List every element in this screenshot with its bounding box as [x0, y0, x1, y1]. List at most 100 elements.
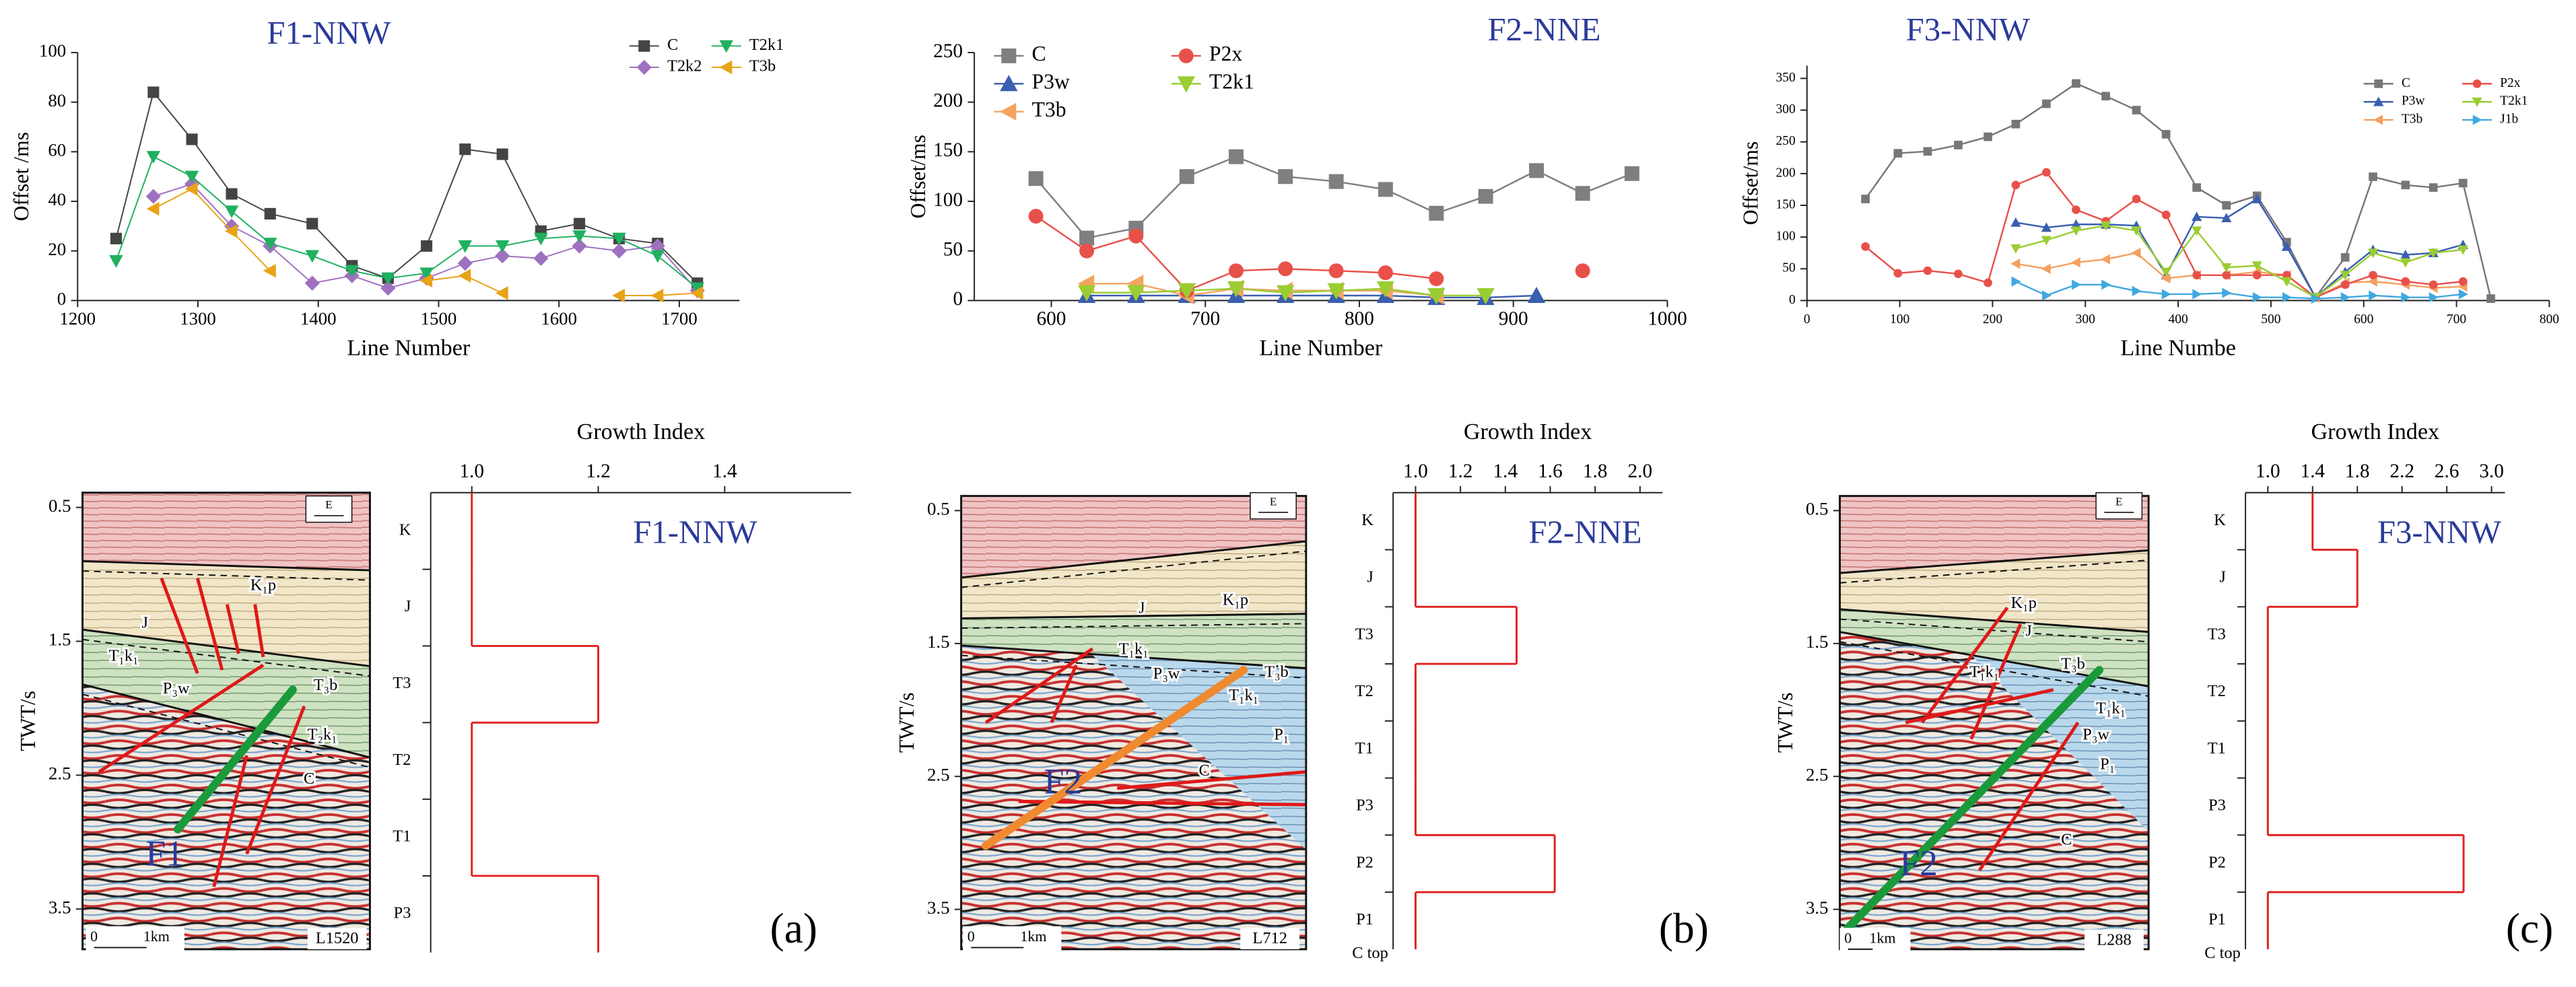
- point: [345, 265, 360, 278]
- point: [1328, 263, 1344, 279]
- point: [1893, 269, 1903, 278]
- horizon: [961, 644, 1306, 669]
- line-label: L1520: [316, 929, 359, 947]
- legend-marker: [1000, 75, 1018, 92]
- y-tick-label: 250: [1775, 134, 1795, 148]
- scale-label: 0: [968, 928, 975, 945]
- x-tick-label: 500: [2261, 312, 2280, 327]
- horizon-label: C: [2061, 830, 2072, 848]
- chart-title: F3-NNW: [1906, 11, 2030, 48]
- legend-marker: [2373, 114, 2383, 125]
- horizon-label: P₃w: [163, 679, 190, 697]
- horizon-label: P₁: [1274, 725, 1289, 743]
- fault: [225, 604, 240, 654]
- y-tick-label: 80: [48, 90, 66, 110]
- point: [1179, 169, 1194, 184]
- line-box: [307, 928, 367, 949]
- point: [1376, 281, 1395, 298]
- x-axis-label: Line Number: [1259, 335, 1383, 360]
- point: [109, 254, 123, 268]
- y-tick-label: 100: [39, 40, 66, 61]
- x-axis-label: Line Number: [347, 335, 471, 360]
- legend-label: P2x: [2500, 76, 2521, 90]
- section-frame: [81, 491, 371, 951]
- legend-label: T3b: [749, 57, 776, 75]
- point: [2458, 289, 2468, 300]
- point: [2132, 285, 2142, 296]
- horizon-label: K₁p: [2011, 594, 2037, 612]
- point: [2042, 290, 2052, 301]
- x-tick-label: 400: [2168, 312, 2188, 327]
- point: [2429, 280, 2438, 290]
- legend-label: P3w: [1031, 70, 1069, 94]
- horizon-label: P₃w: [1153, 665, 1180, 683]
- point: [224, 224, 238, 238]
- point: [1861, 242, 1870, 251]
- series-line: [2015, 280, 2464, 300]
- point: [2458, 245, 2468, 255]
- point: [534, 232, 548, 246]
- category-label: T3: [393, 674, 411, 692]
- horizon-label: T₃b: [2061, 654, 2085, 673]
- point: [2340, 292, 2350, 303]
- point: [611, 243, 627, 259]
- panel-label: (a): [770, 904, 817, 952]
- point: [186, 133, 198, 145]
- x-tick-label: 1.0: [2256, 461, 2280, 482]
- line-label: L288: [2097, 930, 2131, 949]
- category-label: K: [2214, 511, 2226, 529]
- x-tick-label: 2.0: [1628, 461, 1653, 482]
- seismic-section: [1839, 496, 2149, 949]
- point: [2100, 221, 2111, 231]
- panel-label: (b): [1659, 904, 1709, 952]
- y-tick-label: 3.5: [48, 897, 71, 917]
- point: [1278, 261, 1293, 277]
- point: [2251, 261, 2262, 271]
- legend-marker: [1000, 102, 1017, 121]
- x-tick-label: 1.0: [459, 461, 484, 482]
- layer: [82, 492, 370, 571]
- series-line: [115, 90, 698, 284]
- fault: [253, 604, 265, 658]
- legend-marker: [2472, 79, 2482, 88]
- y-tick-label: 3.5: [927, 897, 950, 918]
- x-tick-label: 1.2: [586, 461, 611, 482]
- y-tick-label: 0: [57, 289, 66, 309]
- point: [306, 217, 318, 230]
- point: [1923, 266, 1932, 275]
- point: [1478, 189, 1493, 204]
- point: [184, 182, 198, 196]
- point: [2401, 180, 2410, 190]
- y-tick-label: 350: [1775, 71, 1795, 85]
- point: [1893, 149, 1903, 158]
- y-tick-label: 50: [943, 238, 963, 260]
- legend-marker: [1001, 48, 1017, 63]
- y-tick-label: 50: [1782, 261, 1796, 275]
- x-tick-label: 3.0: [2479, 461, 2504, 482]
- point: [2011, 119, 2021, 129]
- x-tick-label: 0: [1804, 312, 1810, 327]
- point: [2132, 195, 2141, 203]
- point: [1079, 243, 1095, 259]
- fault: [160, 577, 199, 674]
- fault: [1018, 799, 1306, 807]
- horizon: [961, 540, 1306, 579]
- point: [690, 286, 704, 300]
- category-label: T1: [393, 827, 411, 846]
- point: [2458, 277, 2468, 286]
- legend-label: T3b: [2402, 112, 2422, 127]
- point: [650, 238, 665, 254]
- series-line: [2015, 252, 2464, 299]
- x-tick-label: 1.4: [1493, 461, 1518, 482]
- legend-marker: [2374, 79, 2383, 88]
- point: [263, 238, 277, 250]
- y-axis-label: TWT/s: [895, 692, 918, 753]
- y-tick-label: 150: [933, 139, 963, 161]
- x-tick-label: 600: [2354, 312, 2373, 327]
- point: [2041, 263, 2051, 274]
- point: [2281, 241, 2292, 251]
- point: [533, 250, 549, 266]
- horizon-dashed: [1839, 559, 2149, 584]
- x-tick-label: 1.8: [1583, 461, 1608, 482]
- category-label: J: [1367, 568, 1374, 586]
